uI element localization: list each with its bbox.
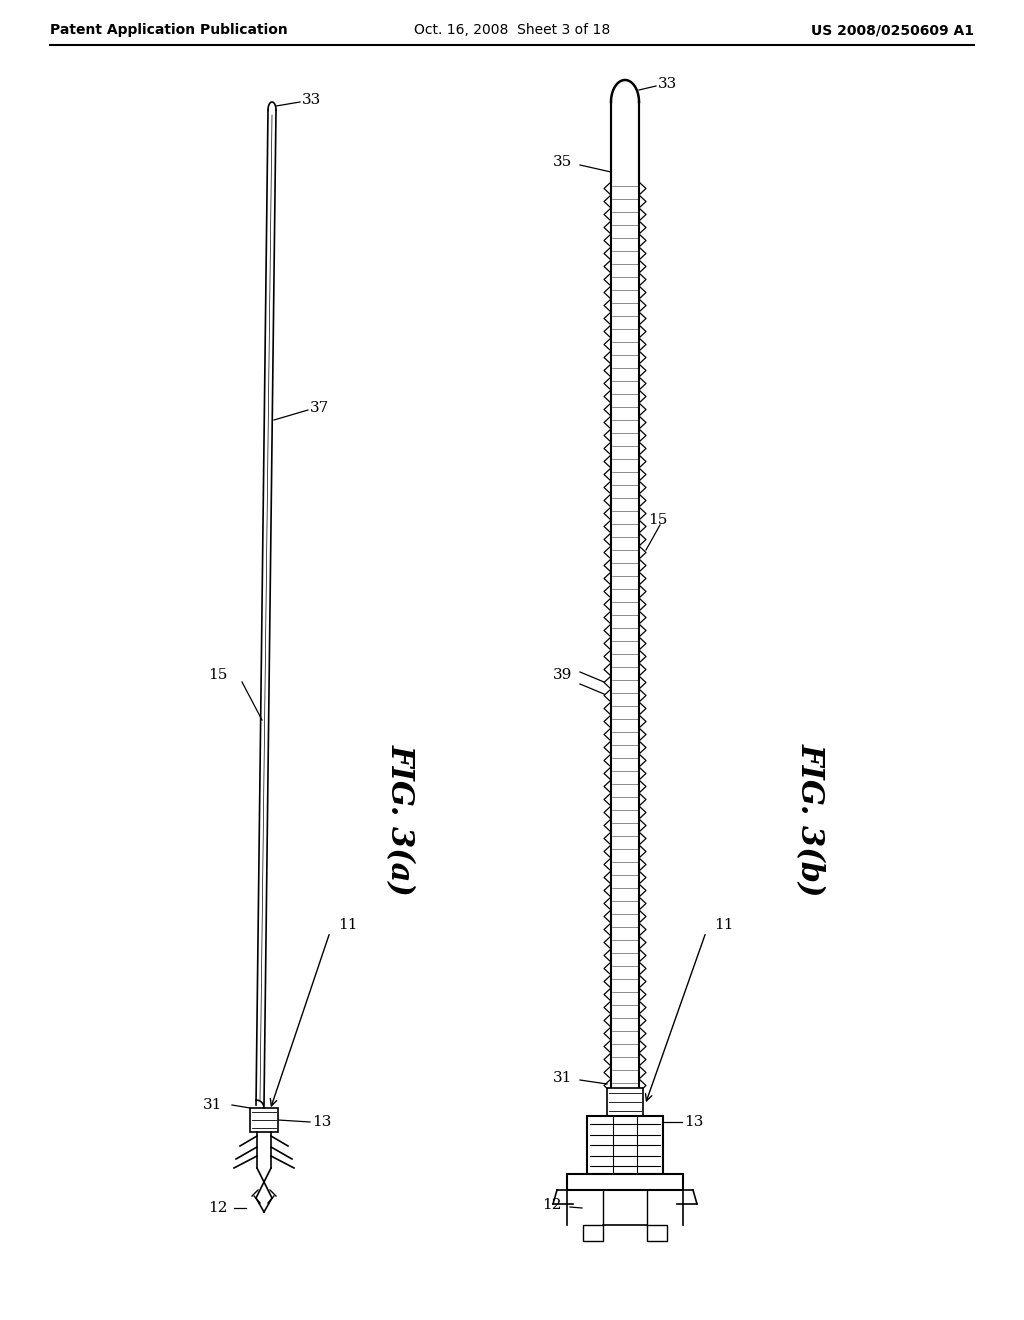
Text: FIG. 3(a): FIG. 3(a) bbox=[385, 744, 416, 896]
Text: 31: 31 bbox=[553, 1071, 572, 1085]
Bar bbox=[607, 1088, 643, 1115]
Text: 13: 13 bbox=[312, 1115, 332, 1129]
Text: 12: 12 bbox=[209, 1201, 228, 1214]
Bar bbox=[647, 1225, 667, 1241]
Text: 11: 11 bbox=[338, 917, 357, 932]
Text: US 2008/0250609 A1: US 2008/0250609 A1 bbox=[811, 22, 974, 37]
Text: 35: 35 bbox=[553, 154, 572, 169]
Text: FIG. 3(b): FIG. 3(b) bbox=[795, 743, 826, 896]
Text: Patent Application Publication: Patent Application Publication bbox=[50, 22, 288, 37]
Text: 11: 11 bbox=[714, 917, 733, 932]
Text: 33: 33 bbox=[302, 92, 322, 107]
Text: 12: 12 bbox=[543, 1199, 562, 1212]
Bar bbox=[567, 1173, 683, 1191]
Text: 39: 39 bbox=[553, 668, 572, 682]
Text: 13: 13 bbox=[684, 1115, 703, 1129]
Text: 15: 15 bbox=[648, 513, 668, 527]
Text: 33: 33 bbox=[658, 77, 677, 91]
Text: 15: 15 bbox=[209, 668, 228, 682]
Text: 37: 37 bbox=[310, 401, 330, 414]
Text: Oct. 16, 2008  Sheet 3 of 18: Oct. 16, 2008 Sheet 3 of 18 bbox=[414, 22, 610, 37]
Bar bbox=[583, 1225, 603, 1241]
Bar bbox=[250, 1107, 278, 1133]
Text: 31: 31 bbox=[203, 1098, 222, 1111]
Bar bbox=[587, 1115, 663, 1173]
